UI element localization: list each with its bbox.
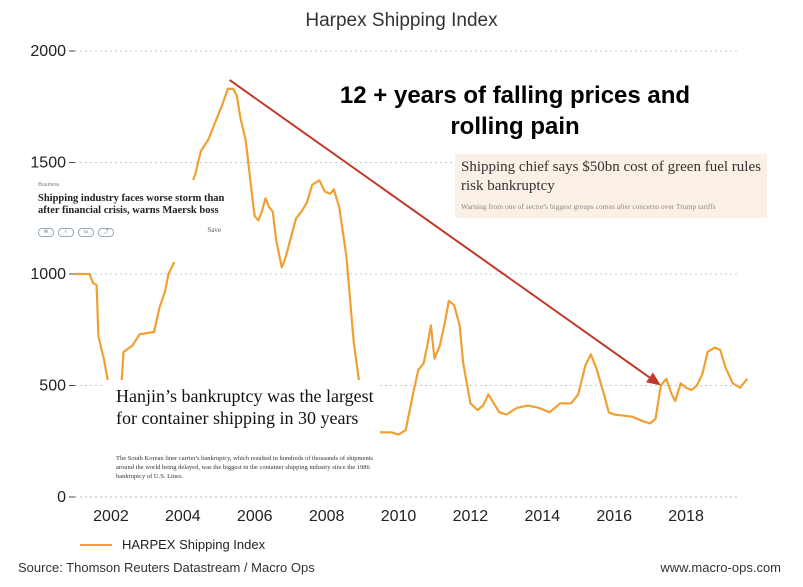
clipping-body: The South Korean liner carrier's bankrup… [116,455,374,480]
clipping-headline: Shipping chief says $50bn cost of green … [461,159,761,194]
y-tick-label: 2000 [30,43,66,60]
x-tick-label: 2002 [93,508,129,525]
website-label: www.macro-ops.com [660,560,781,575]
clipping-tag: Business [38,182,60,188]
green-fuel-news-clipping: Shipping chief says $50bn cost of green … [455,154,767,218]
x-tick-label: 2004 [165,508,201,525]
x-tick-label: 2012 [453,508,489,525]
share-icon: ⤴ [98,228,114,237]
y-tick-label: 1500 [30,155,66,172]
source-note: Source: Thomson Reuters Datastream / Mac… [18,560,315,575]
x-tick-label: 2010 [381,508,417,525]
ft-news-clipping: Business Shipping industry faces worse s… [30,180,235,262]
trend-arrow-layer [228,79,661,386]
x-tick-label: 2018 [668,508,704,525]
main-annotation: 12 + years of falling prices and rolling… [339,82,691,140]
share-icons: ✉ t in ⤴ [38,228,114,237]
y-tick-label: 0 [57,489,66,506]
x-tick-label: 2008 [309,508,345,525]
axes: 0 500 1000 1500 2000 2002 2004 2006 2008 2010 2012… [30,43,740,525]
legend-label: HARPEX Shipping Index [122,537,266,552]
clipping-subhead: Warning from one of sector's biggest gro… [461,202,716,211]
x-tick-label: 2016 [596,508,632,525]
save-label: Save [207,226,221,234]
y-tick-label: 500 [39,378,66,395]
twitter-icon: t [58,228,74,237]
legend: HARPEX Shipping Index [80,537,265,552]
clipping-headline: Shipping industry faces worse storm than… [38,193,225,216]
trend-arrow-shaft [228,79,651,379]
x-tick-label: 2006 [237,508,273,525]
hanjin-news-clipping: Hanjin’s bankruptcy was the largest for … [102,380,380,492]
clipping-headline: Hanjin’s bankruptcy was the largest for … [116,386,374,428]
email-icon: ✉ [38,228,54,237]
x-tick-label: 2014 [525,508,561,525]
legend-swatch [80,543,112,546]
trend-arrow-head [646,372,661,386]
chart-title: Harpex Shipping Index [305,10,498,31]
y-tick-label: 1000 [30,266,66,283]
linkedin-icon: in [78,228,94,237]
